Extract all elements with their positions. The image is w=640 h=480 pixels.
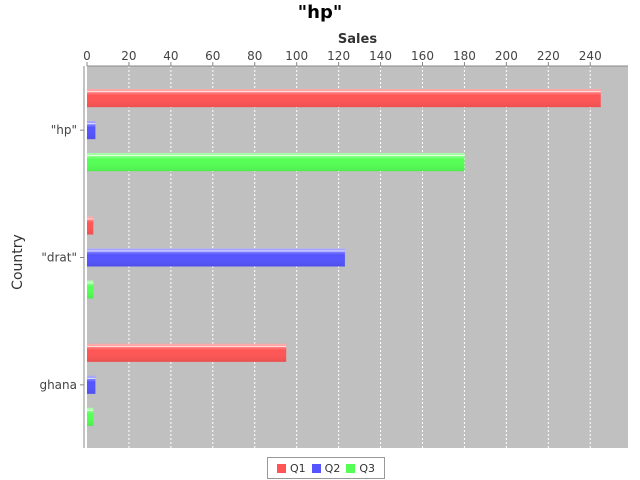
bar: [87, 248, 345, 267]
x-tick-label: 240: [579, 49, 602, 63]
legend-item: Q3: [346, 462, 375, 475]
x-tick-label: 100: [285, 49, 308, 63]
bar: [87, 280, 94, 299]
bar: [87, 121, 96, 140]
x-tick-label: 0: [83, 49, 91, 63]
bar-shine: [87, 280, 94, 299]
x-ticks: 0 20 40 60 80 100 120 140 160 180 200 220 240: [83, 49, 602, 66]
x-axis-label: Sales: [337, 32, 378, 47]
bar-shine: [87, 89, 601, 108]
x-tick-label: 20: [121, 49, 136, 63]
x-tick-label: 60: [205, 49, 220, 63]
category-label: "drat": [41, 251, 77, 265]
x-tick-label: 160: [411, 49, 434, 63]
bar-shine: [87, 407, 94, 426]
category-label: ghana: [39, 378, 77, 392]
bar-shine: [87, 216, 94, 235]
bar-shine: [87, 121, 96, 140]
category-label: "hp": [51, 123, 77, 137]
bars: [87, 89, 601, 426]
bar-shine: [87, 153, 465, 172]
bar: [87, 407, 94, 426]
legend-item: Q1: [277, 462, 306, 475]
category-labels: "hp" "drat" ghana: [39, 123, 84, 392]
x-tick-label: 80: [247, 49, 262, 63]
x-tick-label: 220: [537, 49, 560, 63]
legend-label: Q3: [359, 461, 376, 475]
chart-title: "hp": [297, 2, 343, 23]
bar: [87, 153, 465, 172]
x-tick-label: 140: [369, 49, 392, 63]
bar: [87, 343, 287, 362]
bar: [87, 375, 96, 394]
legend-swatch: [346, 463, 356, 473]
legend-label: Q2: [324, 461, 341, 475]
x-tick-label: 40: [163, 49, 178, 63]
bar: [87, 89, 601, 108]
legend-swatch: [311, 463, 321, 473]
x-tick-label: 200: [495, 49, 518, 63]
bar-shine: [87, 248, 345, 267]
legend-label: Q1: [290, 461, 306, 475]
legend: Q1 Q2 Q3: [267, 457, 386, 479]
x-tick-label: 180: [453, 49, 476, 63]
x-tick-label: 120: [327, 49, 350, 63]
legend-swatch: [277, 463, 286, 473]
bar: [87, 216, 94, 235]
bar-shine: [87, 375, 96, 394]
bar-shine: [87, 343, 287, 362]
legend-item: Q2: [311, 461, 341, 475]
